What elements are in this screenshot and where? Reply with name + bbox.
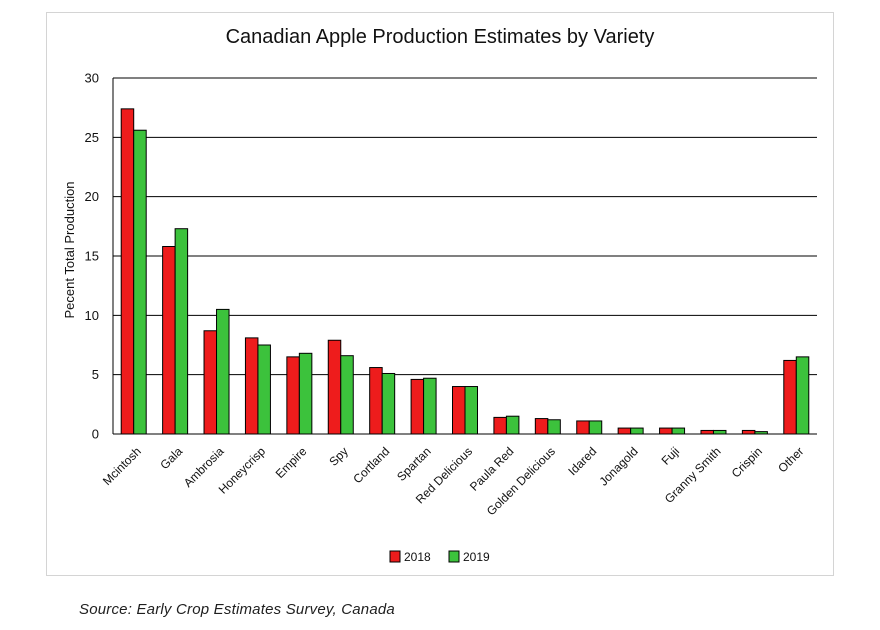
bar-2018-granny-smith [700, 429, 714, 435]
bar-2018-honeycrisp [244, 337, 259, 435]
x-tick-label: Crispin [729, 444, 765, 480]
bar-2019-granny-smith [712, 429, 727, 435]
x-tick-label: Spy [326, 444, 351, 469]
bar-2019-idared [588, 420, 603, 435]
x-tick-label: Gala [157, 444, 185, 472]
bar-2018-idared [576, 420, 590, 435]
bar-2019-spy [340, 355, 354, 435]
bar-2018-other [783, 359, 797, 435]
bar-2019-honeycrisp [257, 344, 271, 435]
chart-title: Canadian Apple Production Estimates by V… [226, 26, 655, 48]
bar-2018-red-delicious [452, 386, 466, 435]
legend-swatch-2019 [448, 550, 460, 563]
x-tick-label: Cortland [350, 444, 392, 486]
y-axis-label: Pecent Total Production [62, 181, 77, 318]
bar-2018-ambrosia [203, 330, 218, 435]
legend: 2018 2019 [389, 550, 490, 564]
x-tick-label: Spartan [394, 444, 434, 484]
x-tick-label: Other [775, 444, 806, 475]
bar-2018-crispin [741, 429, 756, 435]
bar-2019-cortland [381, 372, 396, 435]
bar-2018-golden-delicious [534, 418, 549, 435]
bar-2018-fuji [659, 427, 673, 435]
legend-label-2018: 2018 [404, 550, 431, 564]
bar-2019-jonagold [630, 427, 644, 435]
bar-2018-cortland [369, 367, 383, 435]
y-tick-label: 25 [85, 130, 99, 145]
bar-2018-jonagold [617, 427, 632, 435]
bar-2019-red-delicious [464, 386, 478, 435]
x-tick-label: Jonagold [596, 444, 640, 488]
y-tick-label: 10 [85, 308, 99, 323]
y-tick-label: 5 [92, 367, 99, 382]
bar-2019-golden-delicious [547, 419, 561, 435]
x-tick-label: Idared [565, 444, 599, 478]
y-tick-labels: 0 5 10 15 20 25 30 [85, 71, 99, 442]
y-tick-label: 20 [85, 189, 99, 204]
bar-2019-paula-red [505, 415, 520, 435]
gridlines [113, 77, 817, 376]
bar-2019-ambrosia [216, 308, 230, 435]
bar-2018-gala [162, 246, 176, 435]
bar-2018-empire [286, 356, 300, 435]
bar-2019-other [795, 356, 810, 435]
bar-2019-fuji [671, 427, 686, 435]
bar-2019-spartan [423, 377, 437, 435]
y-tick-label: 30 [85, 71, 99, 86]
x-tick-label: Fuji [659, 444, 683, 468]
legend-label-2019: 2019 [463, 550, 490, 564]
x-tick-label: Mcintosh [100, 444, 144, 488]
bar-2019-mcintosh [133, 129, 147, 435]
x-tick-label: Empire [273, 444, 310, 481]
bar-2018-mcintosh [120, 108, 135, 435]
y-tick-label: 15 [85, 249, 99, 264]
bar-2018-spartan [410, 378, 425, 435]
bars [120, 108, 810, 435]
bar-2018-spy [327, 339, 342, 435]
bar-2018-paula-red [493, 416, 507, 435]
source-note: Source: Early Crop Estimates Survey, Can… [79, 601, 395, 618]
bar-2019-empire [298, 352, 313, 435]
y-tick-label: 0 [92, 427, 99, 442]
bar-2019-gala [174, 228, 189, 435]
legend-swatch-2018 [389, 550, 401, 563]
